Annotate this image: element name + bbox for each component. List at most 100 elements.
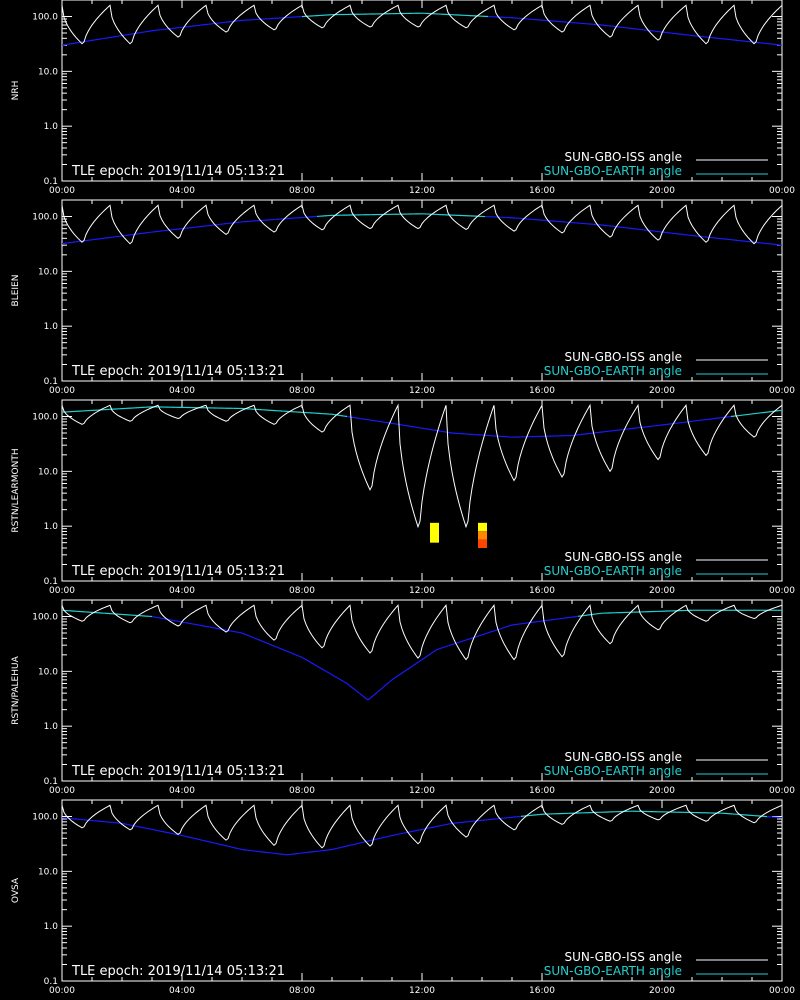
- earth-angle-segment: [157, 617, 162, 619]
- iss-angle-line: [61, 804, 783, 849]
- earth-angle-segment: [190, 623, 195, 625]
- earth-angle-segment: [373, 691, 378, 696]
- x-tick-label: 12:00: [409, 186, 435, 196]
- earth-angle-segment: [316, 665, 321, 669]
- x-tick-label: 12:00: [409, 786, 435, 796]
- legend-earth-label: SUN-GBO-EARTH angle: [544, 164, 682, 178]
- x-tick-label: 00:00: [49, 586, 75, 596]
- earth-angle-segment: [445, 823, 450, 826]
- earth-angle-segment: [394, 833, 399, 836]
- earth-angle-segment: [370, 694, 375, 698]
- earth-angle-segment: [508, 624, 513, 627]
- earth-angle-segment: [466, 638, 471, 641]
- earth-angle-segment: [346, 683, 351, 687]
- earth-angle-segment: [424, 655, 429, 659]
- earth-angle-segment: [367, 839, 372, 842]
- earth-angle-segment: [337, 846, 342, 849]
- earth-angle-segment: [385, 835, 390, 838]
- earth-angle-segment: [505, 625, 510, 628]
- x-tick-label: 00:00: [769, 386, 795, 396]
- x-tick-label: 04:00: [169, 986, 195, 996]
- earth-angle-segment: [328, 672, 333, 676]
- earth-angle-segment: [172, 833, 177, 835]
- earth-angle-segment: [319, 667, 324, 671]
- event-marker: [430, 522, 439, 543]
- y-tick-label: 10.0: [38, 67, 58, 77]
- earth-angle-segment: [430, 651, 435, 655]
- earth-angle-segment: [499, 627, 504, 630]
- x-tick-label: 04:00: [169, 586, 195, 596]
- earth-angle-segment: [196, 838, 201, 841]
- earth-angle-segment: [400, 671, 405, 675]
- earth-angle-segment: [199, 624, 204, 627]
- earth-angle-segment: [301, 656, 306, 660]
- panel-1: 0.1 1.0 10.0 100.0 00:00 04:00 08:00 12:00 16:00…: [11, 199, 795, 396]
- x-tick-label: 00:00: [49, 986, 75, 996]
- earth-angle-segment: [208, 626, 213, 629]
- legend-earth-label: SUN-GBO-EARTH angle: [544, 964, 682, 978]
- earth-angle-segment: [361, 841, 366, 844]
- earth-angle-segment: [436, 647, 441, 651]
- earth-angle-segment: [169, 832, 174, 835]
- earth-angle-segment: [487, 631, 492, 634]
- y-tick-label: 100.0: [32, 813, 58, 823]
- earth-angle-segment: [172, 619, 177, 622]
- earth-angle-segment: [154, 829, 159, 832]
- earth-angle-segment: [217, 628, 222, 630]
- earth-angle-segment: [451, 643, 456, 646]
- earth-angle-segment: [448, 644, 453, 647]
- x-tick-label: 08:00: [289, 386, 315, 396]
- earth-angle-segment: [343, 845, 348, 848]
- x-tick-label: 00:00: [49, 386, 75, 396]
- earth-angle-segment: [406, 667, 411, 671]
- x-tick-label: 12:00: [409, 986, 435, 996]
- earth-angle-segment: [298, 655, 303, 658]
- earth-angle-segment: [136, 825, 141, 828]
- earth-angle-segment: [199, 839, 204, 842]
- y-tick-label: 1.0: [44, 922, 59, 932]
- x-tick-label: 20:00: [649, 186, 675, 196]
- earth-angle-segment: [364, 697, 369, 701]
- earth-angle-segment: [409, 665, 414, 669]
- earth-angle-segment: [253, 637, 258, 640]
- y-tick-label: 1.0: [44, 522, 59, 532]
- y-tick-label: 0.1: [44, 577, 58, 587]
- earth-angle-segment: [331, 674, 336, 678]
- y-tick-label: 0.1: [44, 777, 58, 787]
- earth-angle-segment: [388, 679, 393, 683]
- x-tick-label: 16:00: [529, 786, 555, 796]
- earth-angle-segment: [427, 827, 432, 829]
- earth-angle-segment: [463, 639, 468, 642]
- y-tick-label: 0.1: [44, 377, 58, 387]
- earth-angle-segment: [277, 647, 282, 650]
- earth-angle-segment: [496, 628, 501, 631]
- earth-angle-segment: [181, 834, 186, 837]
- earth-angle-segment: [340, 846, 345, 849]
- x-tick-label: 00:00: [769, 186, 795, 196]
- x-tick-label: 04:00: [169, 186, 195, 196]
- x-tick-label: 20:00: [649, 986, 675, 996]
- earth-angle-segment: [397, 833, 402, 835]
- earth-angle-segment: [208, 841, 213, 844]
- earth-angle-segment: [322, 669, 327, 672]
- earth-angle-segment: [286, 650, 291, 654]
- earth-angle-segment: [421, 657, 426, 661]
- x-tick-label: 12:00: [409, 386, 435, 396]
- earth-angle-segment: [139, 826, 144, 829]
- earth-angle-segment: [439, 646, 444, 650]
- earth-angle-segment: [460, 640, 465, 643]
- iss-angle-line: [61, 4, 783, 45]
- y-tick-label: 100.0: [32, 613, 58, 623]
- earth-angle-segment: [127, 823, 132, 826]
- earth-angle-segment: [442, 646, 447, 649]
- earth-angle-segment: [355, 690, 360, 694]
- earth-angle-segment: [427, 653, 432, 657]
- earth-angle-segment: [436, 825, 441, 827]
- earth-angle-segment: [433, 825, 438, 828]
- earth-angle-segment: [148, 828, 153, 831]
- panel-3: 0.1 1.0 10.0 100.0 00:00 04:00 08:00 12:00 16:00…: [11, 599, 795, 796]
- event-marker: [478, 522, 487, 532]
- legend-iss-label: SUN-GBO-ISS angle: [565, 350, 682, 364]
- earth-angle-segment: [211, 626, 216, 629]
- earth-angle-segment: [400, 832, 405, 835]
